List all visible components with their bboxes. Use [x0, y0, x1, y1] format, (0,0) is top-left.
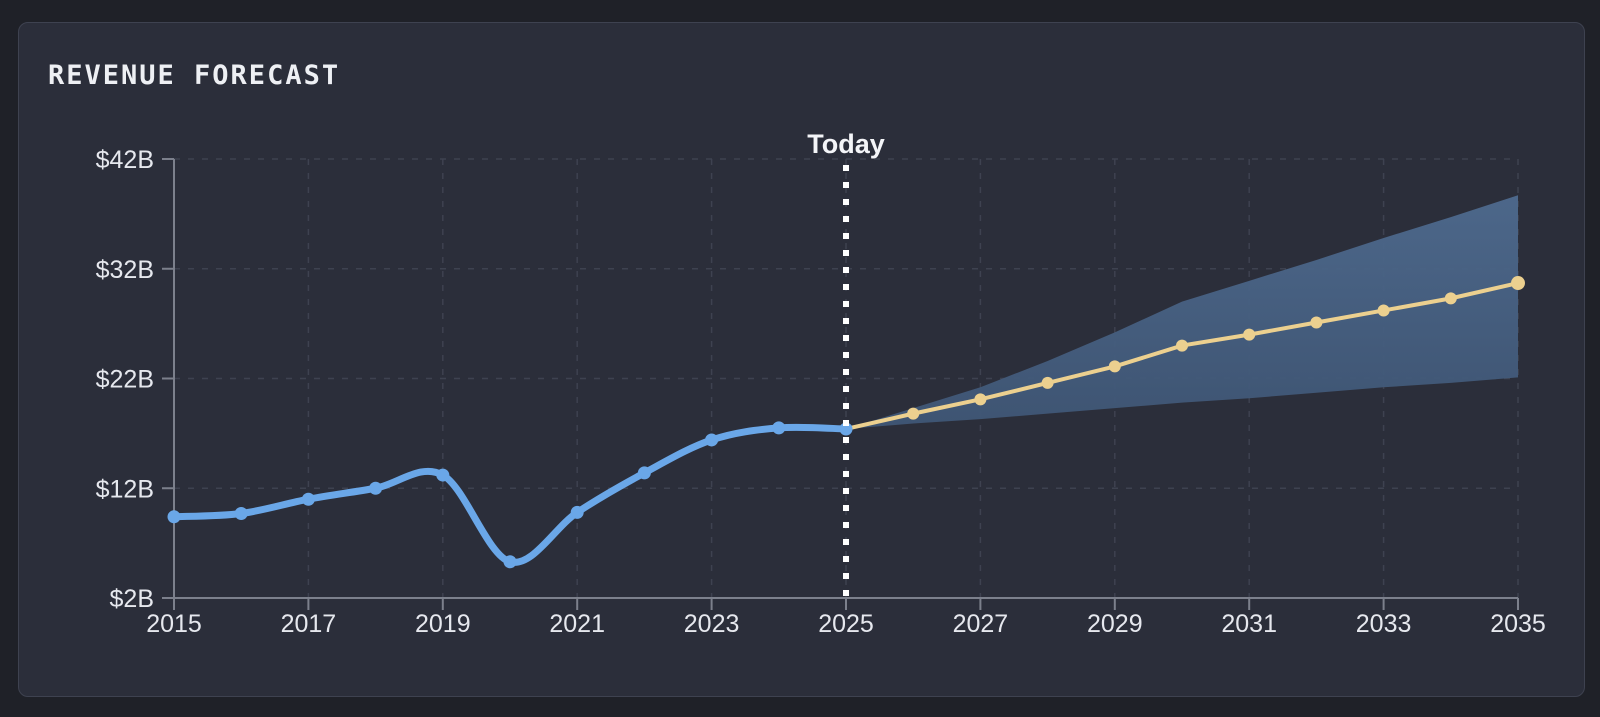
data-point — [234, 506, 248, 520]
x-tick-label: 2021 — [549, 610, 605, 638]
y-tick-label: $2B — [110, 585, 154, 613]
data-point — [1511, 276, 1525, 291]
x-tick-label: 2033 — [1356, 610, 1412, 638]
data-point — [1041, 376, 1054, 389]
y-tick-label: $42B — [96, 146, 154, 174]
data-point — [369, 481, 383, 495]
data-point — [637, 466, 651, 480]
data-point — [974, 393, 987, 406]
x-tick-label: 2029 — [1087, 610, 1143, 638]
data-point — [1377, 304, 1390, 317]
data-point — [167, 510, 181, 524]
data-point — [503, 555, 517, 569]
data-point — [705, 433, 719, 447]
x-tick-label: 2031 — [1221, 610, 1277, 638]
y-axis-labels: $2B $12B $22B $32B $42B — [96, 146, 154, 613]
card-title: REVENUE FORECAST — [48, 60, 341, 91]
x-tick-label: 2027 — [953, 610, 1009, 638]
forecast-confidence-band — [846, 195, 1518, 429]
y-tick-label: $12B — [96, 475, 154, 503]
x-tick-label: 2019 — [415, 610, 471, 638]
axes — [162, 158, 1519, 610]
data-point — [907, 407, 920, 420]
historical-revenue-line — [170, 423, 850, 566]
data-point — [1176, 339, 1188, 352]
forecast-points — [907, 276, 1525, 420]
y-tick-label: $22B — [96, 366, 154, 394]
data-point — [1243, 328, 1256, 341]
data-point — [839, 422, 853, 436]
x-tick-label: 2015 — [146, 610, 202, 638]
y-tick-label: $32B — [96, 256, 154, 284]
data-point — [1108, 360, 1121, 373]
data-point — [301, 492, 315, 506]
today-label: Today — [807, 129, 885, 159]
x-tick-label: 2035 — [1490, 610, 1546, 638]
data-point — [1310, 316, 1323, 329]
x-tick-label: 2025 — [818, 610, 874, 638]
x-tick-label: 2017 — [281, 610, 337, 638]
data-point — [772, 421, 786, 435]
x-axis-labels: 2015 2017 2019 2021 2023 2025 2027 2029 2031 2033… — [146, 610, 1546, 638]
data-point — [1444, 292, 1457, 305]
historical-points — [167, 421, 853, 569]
data-point — [436, 468, 450, 482]
x-tick-label: 2023 — [684, 610, 740, 638]
data-point — [570, 505, 584, 519]
